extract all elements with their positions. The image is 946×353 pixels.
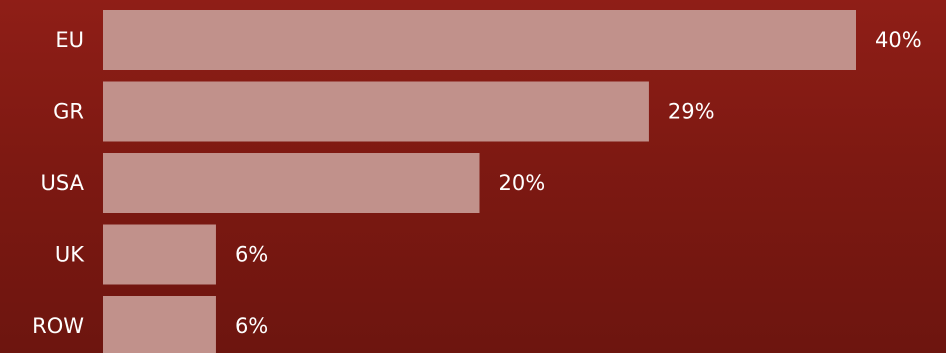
category-labels-group: EU GR USA UK ROW — [32, 28, 85, 338]
value-label-gr: 29% — [668, 100, 715, 124]
bars-group — [103, 10, 856, 353]
category-label-uk: UK — [55, 243, 85, 267]
bar-eu — [103, 10, 856, 70]
category-label-row: ROW — [32, 314, 84, 338]
value-label-row: 6% — [235, 314, 268, 338]
category-label-gr: GR — [53, 100, 84, 124]
category-label-eu: EU — [55, 28, 84, 52]
value-label-usa: 20% — [499, 171, 546, 195]
value-labels-group: 40% 29% 20% 6% 6% — [235, 28, 922, 338]
value-label-eu: 40% — [875, 28, 922, 52]
category-label-usa: USA — [41, 171, 85, 195]
bar-row — [103, 296, 216, 353]
bar-uk — [103, 224, 216, 285]
bar-gr — [103, 81, 649, 142]
value-label-uk: 6% — [235, 243, 268, 267]
bar-usa — [103, 153, 480, 213]
